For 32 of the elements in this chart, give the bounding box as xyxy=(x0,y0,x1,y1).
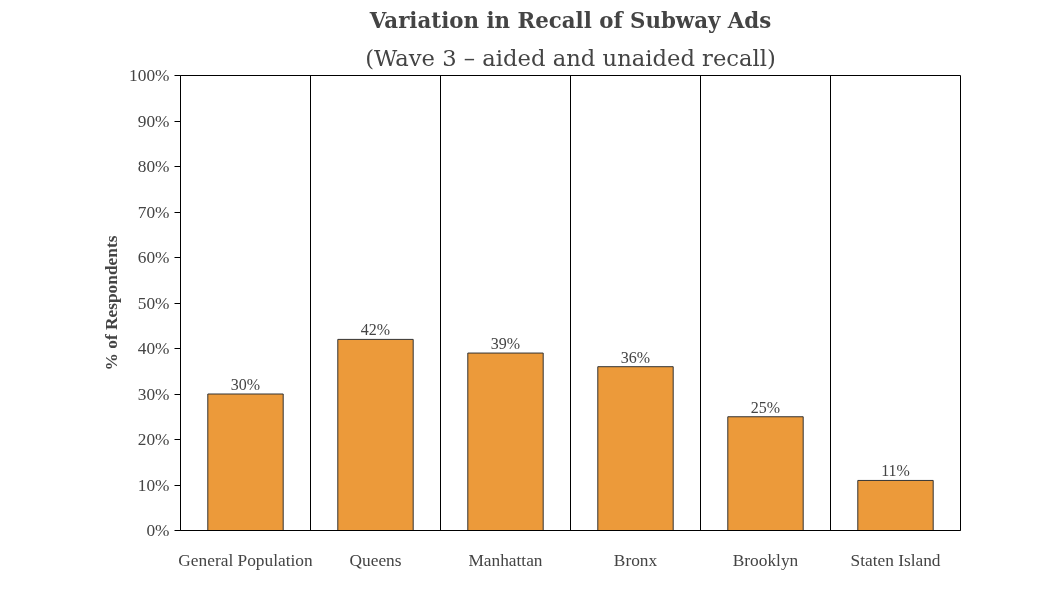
y-tick-label: 90% xyxy=(137,111,170,131)
bar xyxy=(597,366,674,531)
y-tick-label: 20% xyxy=(137,430,170,449)
y-axis-title: % of Respondents xyxy=(102,235,122,371)
x-tick-label: Bronx xyxy=(613,550,658,570)
y-tick-label: 70% xyxy=(137,202,170,222)
data-label: 36% xyxy=(620,348,651,366)
y-tick-label: 80% xyxy=(137,157,170,176)
x-tick-label: Manhattan xyxy=(468,550,543,570)
bar xyxy=(207,393,284,531)
data-label: 11% xyxy=(881,462,910,480)
y-tick-label: 30% xyxy=(137,384,170,404)
bar xyxy=(467,352,544,531)
bar xyxy=(337,338,414,531)
chart-title: Variation in Recall of Subway Ads xyxy=(368,7,772,33)
data-label: 42% xyxy=(360,321,391,339)
y-tick-label: 60% xyxy=(137,248,170,267)
x-tick-label: General Population xyxy=(178,550,313,570)
y-tick-label: 0% xyxy=(146,521,170,540)
y-tick-label: 40% xyxy=(137,339,170,358)
x-tick-label: Staten Island xyxy=(850,550,941,570)
y-tick-label: 10% xyxy=(137,475,170,495)
x-tick-label: Brooklyn xyxy=(732,550,799,570)
data-label: 39% xyxy=(490,335,521,353)
data-label: 25% xyxy=(750,398,781,416)
x-tick-label: Queens xyxy=(349,550,402,570)
y-tick-label: 100% xyxy=(129,66,170,85)
y-tick-label: 50% xyxy=(137,293,170,313)
data-label: 30% xyxy=(230,376,261,393)
bar xyxy=(727,416,804,531)
bar xyxy=(857,479,934,531)
chart-subtitle: (Wave 3 – aided and unaided recall) xyxy=(365,44,776,71)
